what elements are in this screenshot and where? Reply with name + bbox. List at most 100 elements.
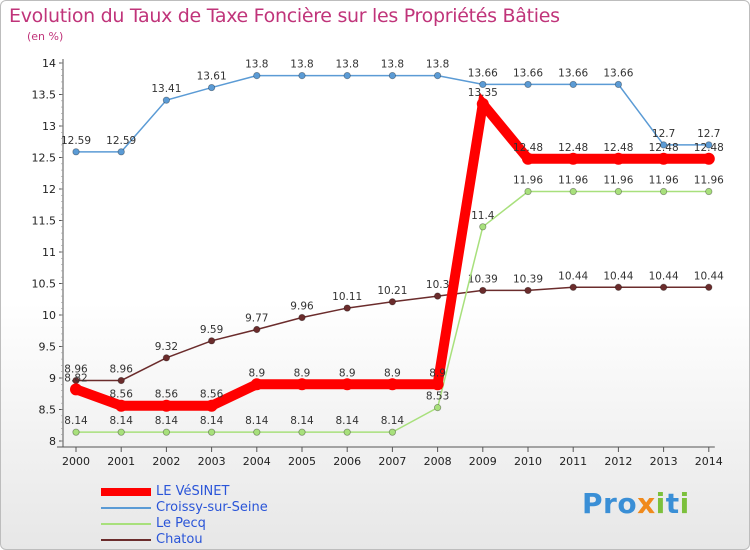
data-point bbox=[208, 428, 216, 436]
data-label: 10.44 bbox=[694, 270, 724, 282]
data-label: 8.14 bbox=[336, 415, 360, 427]
data-label: 13.8 bbox=[336, 59, 359, 71]
data-label: 8.14 bbox=[110, 415, 134, 427]
data-point bbox=[524, 286, 532, 295]
data-point bbox=[343, 304, 351, 312]
data-label: 8.9 bbox=[429, 367, 446, 379]
data-point bbox=[614, 187, 623, 196]
data-point bbox=[72, 148, 80, 156]
legend-swatch bbox=[101, 507, 151, 509]
data-label: 8.14 bbox=[64, 415, 88, 427]
data-point bbox=[72, 428, 80, 436]
data-point bbox=[160, 399, 173, 412]
data-point bbox=[115, 399, 128, 412]
data-label: 13.8 bbox=[290, 59, 313, 71]
data-label: 8.56 bbox=[110, 389, 134, 401]
data-label: 12.48 bbox=[694, 142, 724, 154]
data-point bbox=[614, 283, 623, 291]
chart-title: Evolution du Taux de Taxe Foncière sur l… bbox=[9, 5, 560, 27]
data-label: 9.77 bbox=[245, 312, 268, 324]
data-point bbox=[569, 187, 577, 196]
data-point bbox=[705, 141, 713, 149]
data-label: 8.56 bbox=[200, 389, 224, 401]
data-label: 10.44 bbox=[649, 270, 679, 282]
x-tick-label: 2010 bbox=[514, 455, 542, 468]
y-tick-label: 11.5 bbox=[32, 215, 57, 228]
data-label: 11.4 bbox=[471, 210, 495, 222]
data-label: 12.48 bbox=[649, 142, 679, 154]
data-point bbox=[253, 72, 261, 80]
data-label: 13.66 bbox=[603, 67, 633, 79]
data-point bbox=[205, 399, 218, 412]
x-tick-label: 2006 bbox=[333, 455, 361, 468]
data-point bbox=[117, 428, 125, 436]
data-point bbox=[296, 378, 308, 391]
data-point bbox=[476, 97, 489, 110]
data-label: 8.53 bbox=[426, 391, 449, 403]
data-label: 8.96 bbox=[110, 364, 134, 376]
logo-letter: P bbox=[582, 487, 604, 520]
data-label: 13.8 bbox=[381, 59, 404, 71]
y-tick-label: 11 bbox=[42, 246, 56, 259]
data-label: 13.61 bbox=[197, 71, 227, 83]
x-tick-label: 2000 bbox=[62, 455, 90, 468]
x-tick-label: 2004 bbox=[243, 455, 271, 468]
data-label: 11.96 bbox=[513, 175, 543, 187]
data-point bbox=[343, 428, 351, 436]
data-label: 9.96 bbox=[290, 301, 314, 313]
data-label: 12.7 bbox=[697, 128, 720, 140]
x-tick-label: 2005 bbox=[288, 455, 316, 468]
data-point bbox=[479, 223, 487, 231]
x-tick-label: 2008 bbox=[424, 455, 452, 468]
y-tick-label: 9 bbox=[49, 372, 56, 385]
data-point bbox=[253, 428, 261, 436]
data-point bbox=[343, 72, 351, 80]
data-point bbox=[433, 404, 442, 412]
data-label: 8.9 bbox=[294, 367, 311, 379]
y-tick-label: 8.5 bbox=[39, 404, 57, 417]
data-point bbox=[659, 283, 668, 291]
data-label: 8.9 bbox=[248, 367, 265, 379]
data-point bbox=[117, 148, 125, 156]
data-point bbox=[162, 428, 170, 436]
proxiti-logo: Proxiti bbox=[582, 487, 690, 520]
data-label: 8.9 bbox=[339, 367, 356, 379]
data-point bbox=[705, 283, 713, 291]
legend-label: Le Pecq bbox=[156, 516, 206, 531]
x-tick-label: 2009 bbox=[469, 455, 497, 468]
data-label: 8.14 bbox=[290, 415, 314, 427]
data-point bbox=[162, 96, 170, 104]
y-tick-label: 10.5 bbox=[32, 278, 57, 291]
data-label: 13.8 bbox=[245, 59, 268, 71]
data-point bbox=[298, 72, 306, 80]
data-point bbox=[253, 325, 261, 334]
logo-letter: i bbox=[655, 487, 666, 520]
data-label: 13.35 bbox=[468, 87, 498, 99]
legend-label: LE VéSINET bbox=[156, 484, 230, 499]
data-point bbox=[657, 152, 670, 165]
data-point bbox=[479, 80, 487, 89]
data-label: 8.14 bbox=[381, 415, 405, 427]
x-tick-label: 2012 bbox=[604, 455, 632, 468]
data-label: 8.96 bbox=[64, 364, 88, 376]
data-label: 13.66 bbox=[513, 67, 543, 79]
data-point bbox=[433, 292, 442, 300]
data-point bbox=[567, 152, 580, 165]
data-label: 8.14 bbox=[155, 415, 179, 427]
data-label: 12.59 bbox=[106, 135, 136, 147]
data-point bbox=[250, 378, 263, 391]
x-tick-label: 2007 bbox=[378, 455, 406, 468]
data-point bbox=[524, 80, 532, 89]
data-point bbox=[162, 354, 170, 362]
data-label: 12.48 bbox=[603, 142, 633, 154]
data-label: 10.21 bbox=[377, 285, 407, 297]
data-label: 12.59 bbox=[61, 135, 91, 147]
data-point bbox=[433, 72, 442, 80]
data-label: 13.8 bbox=[426, 59, 449, 71]
y-tick-label: 8 bbox=[49, 435, 56, 448]
logo-letter: r bbox=[603, 487, 618, 520]
data-point bbox=[298, 313, 306, 322]
data-label: 8.82 bbox=[64, 372, 87, 384]
